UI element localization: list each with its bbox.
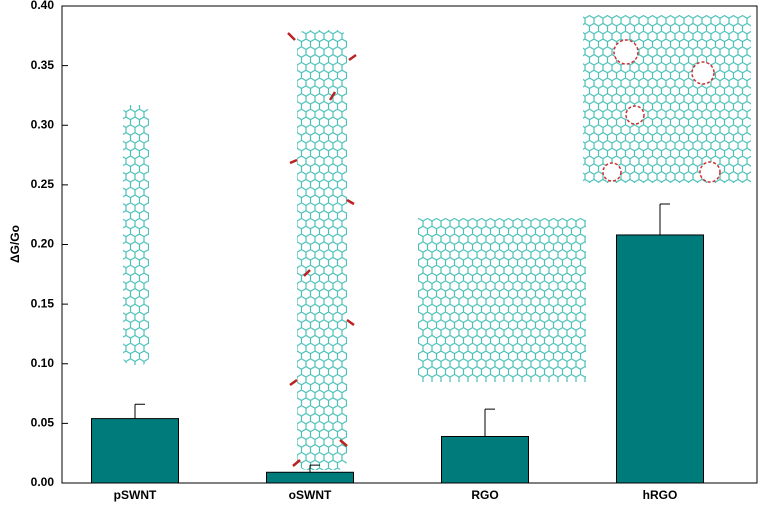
y-tick-label: 0.00: [31, 475, 55, 489]
rgo-illustration: [418, 218, 586, 382]
y-tick-label: 0.05: [31, 416, 55, 430]
oswnt-illustration: [297, 30, 347, 470]
x-tick-label: RGO: [471, 488, 498, 502]
error-bar: [134, 403, 145, 419]
y-tick-label: 0.10: [31, 356, 55, 370]
error-bar: [309, 464, 320, 473]
pswnt-illustration: [123, 105, 149, 365]
hrgo-illustration: [583, 15, 751, 183]
y-tick-label: 0.35: [31, 58, 55, 72]
y-axis-label: ΔG/Go: [8, 225, 22, 263]
x-tick-label: hRGO: [643, 488, 678, 502]
error-bar: [484, 408, 495, 437]
y-tick-label: 0.30: [31, 117, 55, 131]
error-bar: [659, 203, 670, 235]
oswnt-groups: [287, 32, 357, 467]
x-tick-label: oSWNT: [289, 488, 332, 502]
y-tick-label: 0.15: [31, 296, 55, 310]
y-tick-label: 0.40: [31, 0, 55, 12]
bar: [91, 418, 179, 484]
bar: [266, 471, 354, 484]
y-tick-label: 0.20: [31, 237, 55, 251]
bar: [616, 234, 704, 484]
y-tick-label: 0.25: [31, 177, 55, 191]
x-tick-label: pSWNT: [114, 488, 157, 502]
bar: [441, 435, 529, 484]
hrgo-holes: [602, 39, 721, 183]
